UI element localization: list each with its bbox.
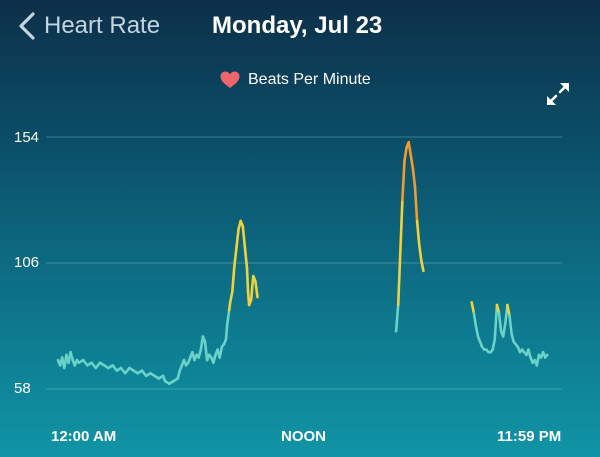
heart-rate-line-segment: [407, 140, 413, 157]
heart-rate-line-segment: [493, 303, 499, 341]
heart-rate-line-segment: [413, 185, 419, 223]
heart-rate-line-segment: [543, 353, 549, 359]
heart-rate-line-segment: [228, 290, 234, 304]
heart-rate-line-segment: [508, 314, 513, 336]
heart-rate-line-segment: [212, 353, 217, 365]
heart-rate-line-segment: [401, 159, 406, 202]
heart-rate-line-segment: [396, 251, 402, 307]
y-tick-label: 58: [14, 380, 31, 397]
chevron-left-icon: [19, 12, 35, 40]
heart-rate-line-segment: [203, 340, 209, 362]
x-tick-label: NOON: [281, 428, 326, 445]
x-tick-label: 11:59 PM: [497, 428, 562, 445]
date-title: Monday, Jul 23: [212, 12, 383, 39]
heart-rate-line-segment: [491, 337, 497, 351]
heart-rate-line-segment: [243, 245, 249, 270]
heart-rate-line-segment: [506, 303, 511, 317]
heart-rate-line-segment: [527, 348, 532, 359]
heart-rate-line-segment: [249, 285, 254, 302]
y-tick-label: 154: [14, 129, 40, 146]
heart-rate-line-segment: [225, 316, 230, 328]
heart-rate-line-segment: [241, 224, 247, 249]
heart-rate-line-segment: [495, 303, 501, 315]
heart-rate-line-segment: [470, 301, 476, 315]
heart-rate-line-segment: [224, 324, 229, 341]
heart-rate-line-segment: [419, 259, 425, 273]
heart-rate-line-segment: [231, 264, 236, 294]
heart-rate-line-segment: [233, 245, 238, 267]
heart-rate-line-segment: [474, 324, 480, 338]
heart-rate-line-segment: [69, 350, 74, 362]
header: Heart Rate Monday, Jul 23: [0, 0, 600, 52]
heart-rate-line-segment: [245, 266, 250, 294]
heart-rate-line-segment: [254, 280, 259, 299]
back-label: Heart Rate: [44, 12, 161, 39]
expand-arrows-icon: [547, 83, 569, 105]
heart-rate-line-segment: [226, 308, 231, 320]
expand-button[interactable]: [545, 81, 571, 107]
heart-rate-line-segment: [235, 227, 240, 249]
heart-rate-line-segment: [409, 154, 415, 170]
heart-rate-line-segment: [472, 311, 478, 328]
heart-rate-line-segment: [501, 322, 507, 338]
heart-rate-line-segment: [218, 345, 224, 359]
chart-legend: Beats Per Minute: [220, 71, 371, 89]
heart-rate-line-segment: [417, 243, 423, 262]
heart-rate-line-segment: [535, 353, 541, 367]
heart-rate-line-segment: [394, 303, 400, 333]
heart-rate-line-segment: [415, 219, 421, 246]
heart-rate-line-segment: [403, 146, 408, 162]
heart-rate-line-segment: [227, 301, 232, 312]
x-tick-label: 12:00 AM: [51, 428, 117, 445]
y-tick-label: 106: [14, 254, 40, 271]
back-button[interactable]: Heart Rate: [16, 8, 160, 44]
heart-rate-line-segment: [197, 348, 203, 359]
heart-icon: [220, 71, 240, 88]
heart-rate-line-segment: [510, 332, 516, 344]
heart-rate-line-segment: [497, 311, 503, 333]
heart-rate-line-segment: [398, 198, 404, 254]
heart-rate-line-segment: [176, 369, 182, 380]
heart-rate-line-segment: [411, 167, 417, 189]
legend-label: Beats Per Minute: [248, 71, 371, 88]
